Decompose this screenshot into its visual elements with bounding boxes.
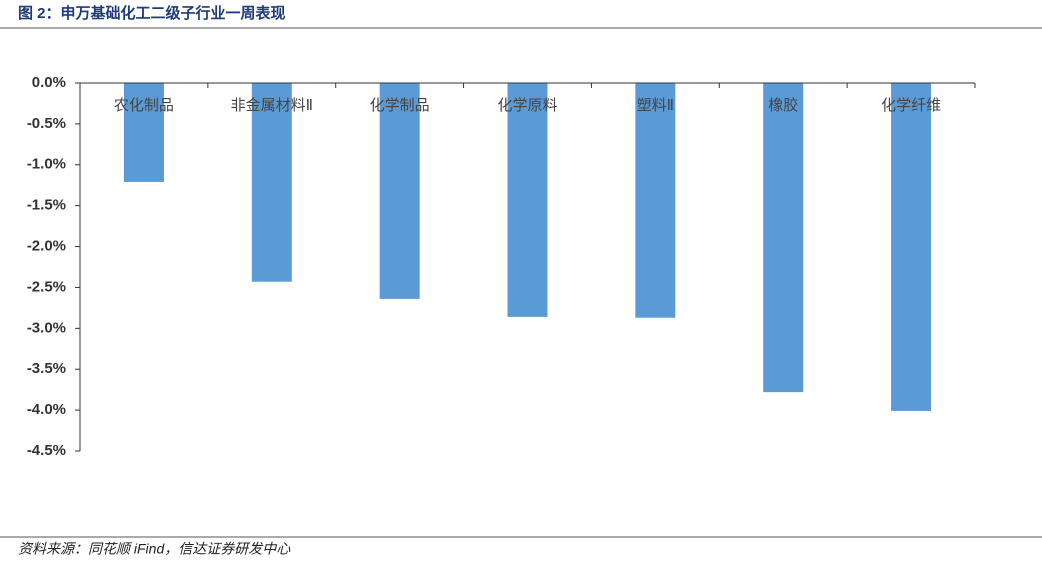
y-tick-label: -4.5% xyxy=(27,442,66,459)
bar xyxy=(123,83,164,182)
bar xyxy=(251,83,292,282)
bar xyxy=(891,83,932,411)
y-tick-label: -0.5% xyxy=(27,115,66,132)
x-tick-label: 农化制品 xyxy=(114,97,174,114)
bar xyxy=(763,83,804,393)
bar xyxy=(379,83,420,299)
y-tick-label: -2.0% xyxy=(27,238,66,255)
x-tick-label: 非金属材料Ⅱ xyxy=(231,97,313,114)
y-tick-label: -2.5% xyxy=(27,278,66,295)
y-tick-label: -4.0% xyxy=(27,401,66,418)
y-tick-label: -3.0% xyxy=(27,319,66,336)
source-note: 资料来源：同花顺 iFind，信达证券研发中心 xyxy=(18,541,291,557)
y-tick-label: -1.5% xyxy=(27,197,66,214)
bar xyxy=(635,83,676,318)
x-tick-label: 塑料Ⅱ xyxy=(637,97,674,114)
y-tick-label: -1.0% xyxy=(27,156,66,173)
y-tick-label: 0.0% xyxy=(32,74,66,91)
x-tick-label: 化学原料 xyxy=(497,97,557,114)
x-tick-label: 化学制品 xyxy=(370,97,430,114)
y-tick-label: -3.5% xyxy=(27,360,66,377)
x-tick-label: 化学纤维 xyxy=(881,97,941,114)
chart-title: 图 2：申万基础化工二级子行业一周表现 xyxy=(18,4,286,22)
x-tick-label: 橡胶 xyxy=(768,97,798,114)
bar xyxy=(507,83,548,317)
